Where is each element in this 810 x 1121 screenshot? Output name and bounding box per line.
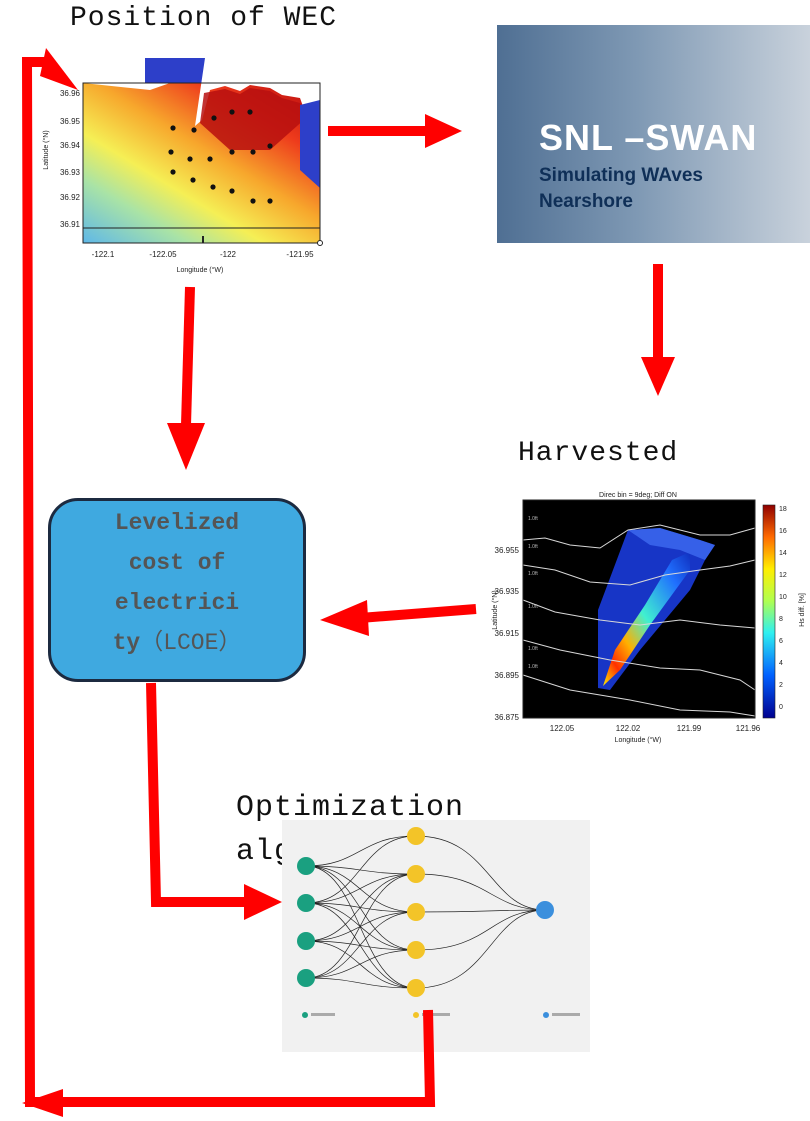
power-xtick: 122.02	[616, 724, 641, 733]
arrow-power-to-lcoe	[359, 604, 477, 623]
hidden-node	[407, 827, 425, 845]
lcoe-abbrev: （LCOE）	[140, 630, 242, 656]
colorbar-tick: 8	[779, 616, 783, 623]
input-node	[297, 857, 315, 875]
position-of-wec-label: Position of WEC	[70, 3, 338, 34]
hidden-layer	[407, 827, 425, 997]
hidden-node	[407, 865, 425, 883]
legend-hidden-icon	[413, 1012, 419, 1018]
power-ytick: 36.955	[495, 546, 520, 555]
input-layer	[297, 857, 315, 987]
lcoe-text: Levelized cost of electrici ty（LCOE）	[51, 501, 303, 663]
lcoe-line: ty（LCOE）	[51, 623, 303, 663]
colorbar-tick: 4	[779, 660, 783, 667]
swan-title: SNL –SWAN	[539, 117, 758, 158]
power-xtick: 121.99	[677, 724, 702, 733]
snl-swan-panel: SNL –SWAN Simulating WAves Nearshore	[497, 25, 810, 243]
lcoe-line: electrici	[114, 590, 240, 616]
wec-xlabel: Longitude (°W)	[177, 266, 224, 274]
svg-text:1.0ft: 1.0ft	[528, 664, 538, 670]
swan-subtitle-line2: Nearshore	[539, 191, 633, 212]
colorbar-tick: 12	[779, 572, 787, 579]
colorbar-tick: 0	[779, 704, 783, 711]
wec-ytick: 36.92	[60, 193, 81, 202]
flow-arrows	[21, 57, 663, 1107]
input-node	[297, 894, 315, 912]
arrow-heads	[22, 48, 675, 1117]
colorbar-tick: 16	[779, 528, 787, 535]
wec-ytick: 36.95	[60, 117, 81, 126]
svg-text:1.0ft: 1.0ft	[528, 646, 538, 652]
power-ytick: 36.875	[495, 713, 520, 722]
hidden-node	[407, 941, 425, 959]
power-ytick: 36.915	[495, 629, 520, 638]
harvested-power-map: 1.0ft 1.0ft 1.0ft 1.0ft 1.0ft 1.0ft Direc bi…	[485, 477, 810, 744]
swan-subtitle-line1: Simulating WAves	[539, 165, 703, 186]
svg-text:1.0ft: 1.0ft	[528, 604, 538, 610]
lcoe-line: cost of	[128, 550, 226, 576]
wec-xtick: -122.1	[92, 250, 115, 259]
arrow-map-to-lcoe	[181, 286, 195, 426]
colorbar-tick: 14	[779, 550, 787, 557]
colorbar-tick: 6	[779, 638, 783, 645]
lcoe-line: Levelized	[114, 510, 240, 536]
legend-output-icon	[543, 1012, 549, 1018]
colorbar-ticks: 18 16 14 12 10 8 6 4 2 0	[779, 506, 787, 711]
power-ytick: 36.935	[495, 587, 520, 596]
power-map-title: Direc bin = 9deg; Diff ON	[599, 492, 677, 499]
colorbar-label: Hs diff. [%]	[799, 593, 806, 627]
hidden-node	[407, 903, 425, 921]
arrow-lcoe-to-optimization	[146, 682, 250, 907]
power-ylabel: Latitude (°N)	[491, 590, 499, 629]
wec-ytick: 36.91	[60, 220, 81, 229]
wec-ytick: 36.93	[60, 168, 81, 177]
wec-xtick: -121.95	[286, 250, 314, 259]
power-xtick: 122.05	[550, 724, 575, 733]
lcoe-line-text: ty	[112, 630, 141, 656]
colorbar-tick: 2	[779, 682, 783, 689]
wec-ylabel: Latitude (°N)	[42, 130, 50, 169]
neural-network	[282, 820, 590, 1052]
wec-ytick: 36.96	[60, 89, 81, 98]
lcoe-box: Levelized cost of electrici ty（LCOE）	[48, 498, 306, 682]
svg-text:1.0ft: 1.0ft	[528, 544, 538, 550]
wec-xtick: -122.05	[149, 250, 177, 259]
svg-text:1.0ft: 1.0ft	[528, 571, 538, 577]
svg-text:1.0ft: 1.0ft	[528, 516, 538, 522]
colorbar	[762, 504, 776, 719]
network-edges	[305, 835, 546, 989]
input-node	[297, 932, 315, 950]
wec-ytick: 36.94	[60, 141, 81, 150]
output-node	[536, 901, 554, 919]
colorbar-tick: 10	[779, 594, 787, 601]
colorbar-tick: 18	[779, 506, 787, 513]
wec-position-map: 36.96 36.95 36.94 36.93 36.92 36.91 -122…	[42, 58, 323, 274]
power-xlabel: Longitude (°W)	[615, 736, 662, 744]
power-xtick: 121.96	[736, 724, 761, 733]
wec-xtick: -122	[220, 250, 237, 259]
power-ytick: 36.895	[495, 671, 520, 680]
legend-input-icon	[302, 1012, 308, 1018]
hidden-node	[407, 979, 425, 997]
input-node	[297, 969, 315, 987]
